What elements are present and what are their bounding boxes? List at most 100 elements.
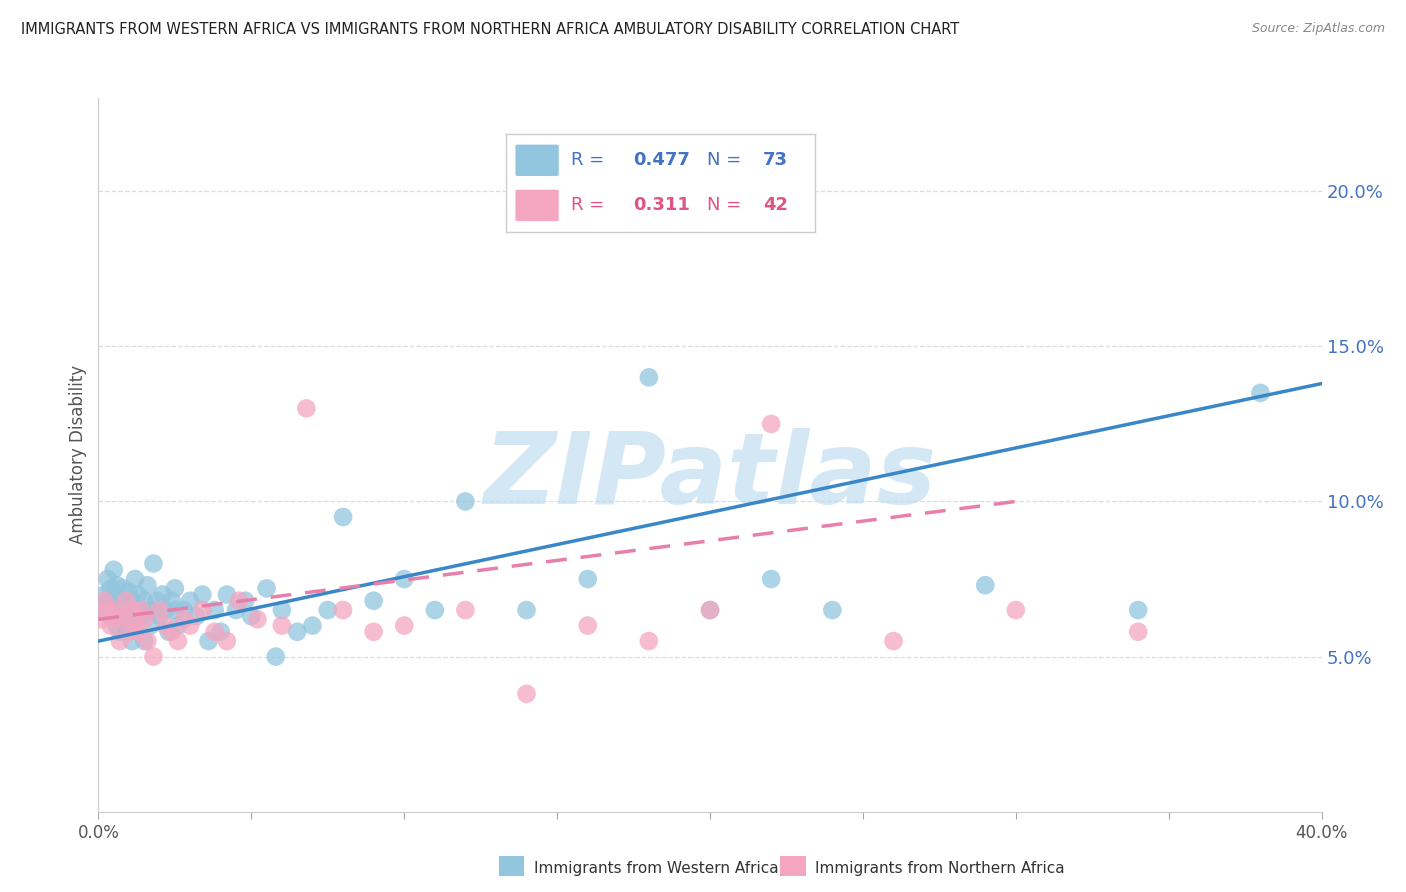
Point xyxy=(191,588,214,602)
Point xyxy=(142,603,165,617)
Point xyxy=(127,603,149,617)
Point xyxy=(163,582,186,596)
Text: R =: R = xyxy=(571,152,610,169)
Point xyxy=(97,593,120,607)
Point xyxy=(270,618,292,632)
Point xyxy=(115,599,138,614)
Point xyxy=(454,603,477,617)
Point xyxy=(139,618,162,632)
Point xyxy=(759,572,782,586)
Point xyxy=(145,593,167,607)
Point xyxy=(179,593,201,607)
Point xyxy=(821,603,844,617)
Point xyxy=(637,634,661,648)
Point xyxy=(209,624,232,639)
Point xyxy=(108,624,131,639)
Text: 73: 73 xyxy=(763,152,787,169)
Point xyxy=(121,634,143,648)
Point xyxy=(100,618,122,632)
Point xyxy=(295,401,318,416)
Point xyxy=(93,593,115,607)
Point xyxy=(134,612,156,626)
Point xyxy=(264,649,287,664)
Point xyxy=(1128,624,1150,639)
Point xyxy=(516,687,538,701)
Point xyxy=(93,588,115,602)
Point xyxy=(225,603,247,617)
Point xyxy=(392,618,416,632)
Point xyxy=(118,584,141,599)
Point xyxy=(149,609,172,624)
Point xyxy=(149,603,172,617)
Point xyxy=(173,603,195,617)
Point xyxy=(129,609,152,624)
Point xyxy=(103,603,125,617)
Point xyxy=(97,603,120,617)
Point xyxy=(191,603,214,617)
Point xyxy=(332,603,354,617)
Point xyxy=(204,624,226,639)
Point xyxy=(1128,603,1150,617)
Point xyxy=(124,618,146,632)
Point xyxy=(256,582,278,596)
Point xyxy=(127,624,149,639)
Point xyxy=(103,588,125,602)
Point xyxy=(155,618,177,632)
Point xyxy=(363,624,385,639)
Point xyxy=(240,609,263,624)
Point xyxy=(576,618,599,632)
Point xyxy=(108,634,131,648)
Point xyxy=(576,572,599,586)
Point xyxy=(111,582,134,596)
Text: 0.311: 0.311 xyxy=(633,196,690,214)
Point xyxy=(105,612,128,626)
Point xyxy=(423,603,446,617)
Point xyxy=(115,593,138,607)
Point xyxy=(157,624,180,639)
Text: 0.477: 0.477 xyxy=(633,152,690,169)
Point xyxy=(699,603,721,617)
Point xyxy=(160,593,183,607)
Point xyxy=(142,557,165,571)
Point xyxy=(124,618,146,632)
Point xyxy=(105,578,128,592)
Point xyxy=(637,370,661,384)
Point xyxy=(332,510,354,524)
Text: 42: 42 xyxy=(763,196,787,214)
Point xyxy=(115,618,138,632)
Point xyxy=(285,624,308,639)
Point xyxy=(111,609,134,624)
Point xyxy=(152,588,174,602)
Point xyxy=(100,609,122,624)
Point xyxy=(173,612,195,626)
Point xyxy=(142,649,165,664)
Point xyxy=(179,618,201,632)
FancyBboxPatch shape xyxy=(516,145,558,176)
Point xyxy=(155,603,177,617)
Point xyxy=(111,603,134,617)
Point xyxy=(363,593,385,607)
Point xyxy=(167,634,190,648)
Point xyxy=(197,634,219,648)
Text: ZIPatlas: ZIPatlas xyxy=(484,428,936,524)
Point xyxy=(90,612,112,626)
Text: N =: N = xyxy=(707,152,747,169)
Point xyxy=(134,593,156,607)
Point xyxy=(118,609,141,624)
Point xyxy=(90,603,112,617)
Point xyxy=(316,603,339,617)
Point xyxy=(699,603,721,617)
Point xyxy=(136,603,159,617)
Point xyxy=(108,603,131,617)
Point xyxy=(301,618,323,632)
Point xyxy=(97,572,120,586)
Point xyxy=(160,624,183,639)
Point xyxy=(215,588,238,602)
Text: Immigrants from Western Africa: Immigrants from Western Africa xyxy=(534,862,779,876)
Point xyxy=(246,612,269,626)
Point xyxy=(883,634,905,648)
Point xyxy=(121,603,143,617)
Y-axis label: Ambulatory Disability: Ambulatory Disability xyxy=(69,366,87,544)
Point xyxy=(127,588,149,602)
Point xyxy=(134,634,156,648)
